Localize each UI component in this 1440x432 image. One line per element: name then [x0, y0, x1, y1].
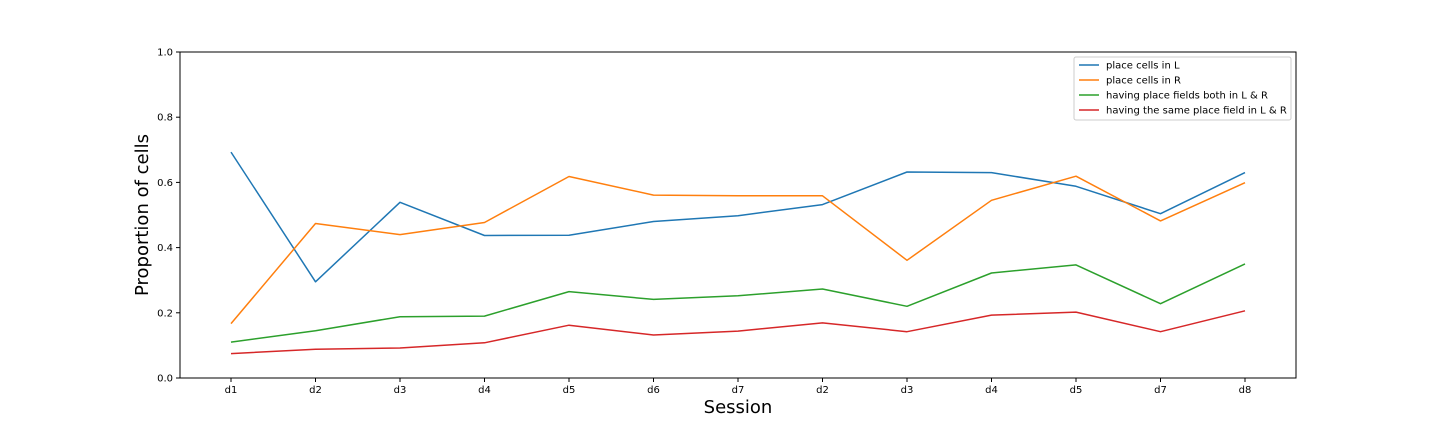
legend-box: [1073, 56, 1292, 121]
x-tick-label: d3: [901, 385, 914, 396]
x-tick-label: d4: [985, 385, 998, 396]
y-axis: 0.0 0.2 0.4 0.6 0.8 1.0: [157, 48, 180, 385]
legend-label: having place fields both in L & R: [1106, 91, 1268, 102]
x-tick-label: d6: [647, 385, 660, 396]
legend-label: place cells in R: [1106, 76, 1181, 87]
x-tick-label: d7: [732, 385, 745, 396]
y-tick-label: 0.0: [157, 374, 173, 385]
y-tick-label: 0.4: [157, 243, 173, 254]
series-line-1: [230, 151, 1246, 283]
x-tick-label: d2: [816, 385, 829, 396]
x-tick-label: d2: [309, 385, 322, 396]
x-tick-label: d8: [1239, 385, 1252, 396]
x-tick-label: d5: [563, 385, 576, 396]
y-tick-label: 0.8: [157, 113, 173, 124]
legend-label: having the same place field in L & R: [1106, 106, 1287, 117]
x-tick-label: d7: [1154, 385, 1167, 396]
x-tick-label: d1: [225, 385, 238, 396]
series-line-3: [230, 263, 1246, 343]
legend: place cells in L place cells in R having p…: [1073, 56, 1292, 121]
x-axis-title: Session: [704, 397, 773, 418]
y-axis-title: Proportion of cells: [132, 134, 153, 296]
series-lines: [230, 151, 1246, 355]
x-axis: d1 d2 d3 d4 d5 d6 d7 d2 d3 d4 d5 d7 d8: [225, 378, 1252, 396]
series-line-4: [230, 310, 1246, 355]
series-line-2: [230, 175, 1246, 325]
x-tick-label: d3: [394, 385, 407, 396]
y-tick-label: 1.0: [157, 48, 173, 59]
y-tick-label: 0.6: [157, 178, 173, 189]
x-tick-label: d4: [478, 385, 491, 396]
y-tick-label: 0.2: [157, 308, 173, 319]
x-tick-label: d5: [1070, 385, 1083, 396]
legend-label: place cells in L: [1106, 61, 1180, 72]
